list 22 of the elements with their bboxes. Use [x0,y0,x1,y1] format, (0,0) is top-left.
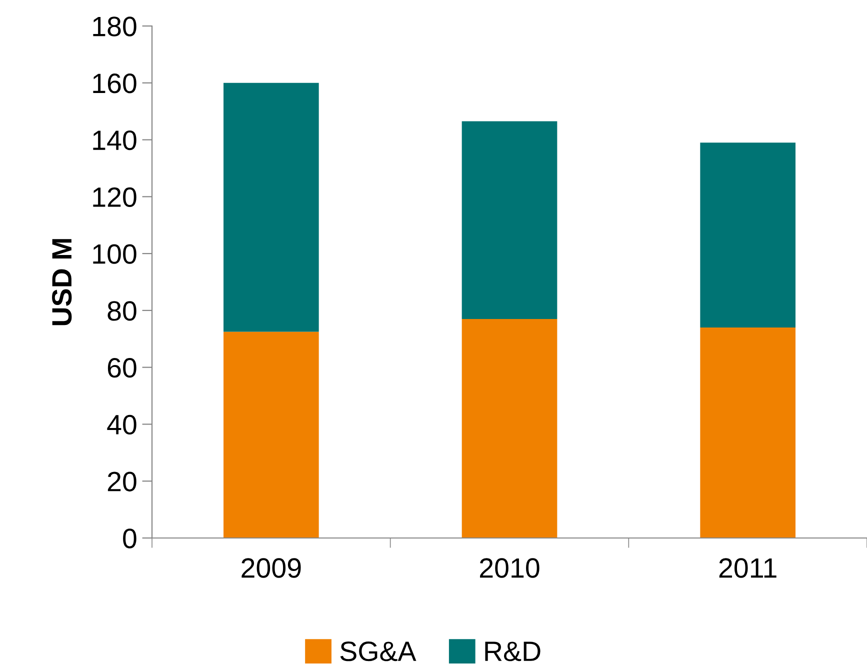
y-tick-label: 0 [123,528,136,548]
bar [700,142,796,328]
y-tick-label: 40 [107,414,136,435]
bar [700,328,796,538]
bar [224,332,319,538]
bar [462,121,558,319]
y-tick-label: 80 [108,301,136,321]
y-tick-label: 20 [108,472,136,492]
bar [224,82,319,332]
x-tick-label: 2011 [719,558,776,578]
legend-label: SG&A [340,642,416,662]
x-tick-label: 2009 [242,558,301,578]
y-tick-label: 100 [93,244,136,264]
x-tick-label: 2010 [480,558,540,578]
legend-label: R&D [485,642,540,662]
bar [462,318,558,538]
y-tick-label: 60 [108,358,136,378]
y-tick-label: 140 [93,130,136,150]
y-tick-label: 160 [93,74,136,94]
y-axis-title: USD M [52,239,72,326]
y-tick-label: 180 [93,16,136,36]
y-tick-label: 120 [93,187,136,208]
